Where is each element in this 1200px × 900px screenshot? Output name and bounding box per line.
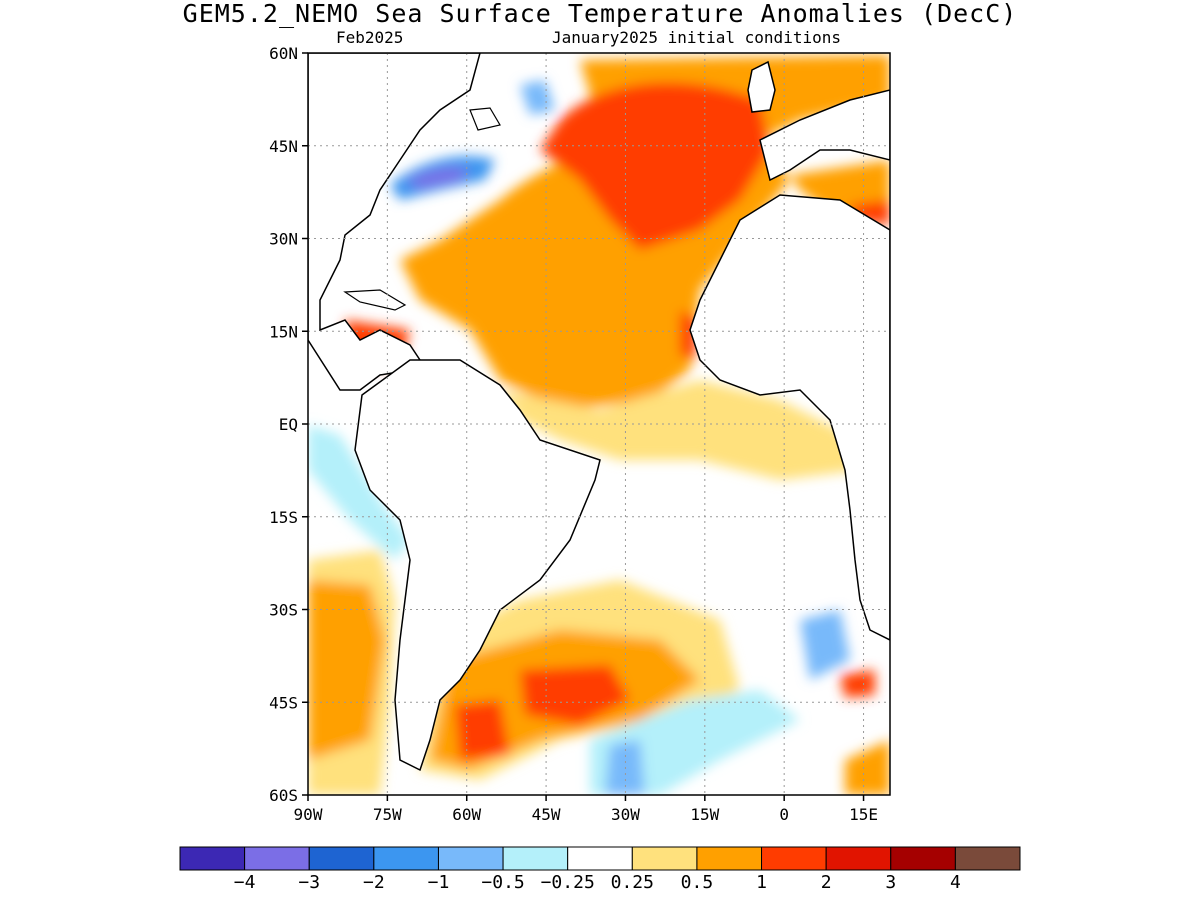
colorbar-swatch [244,846,310,871]
lat-tick-label: 15S [269,508,298,527]
colorbar-swatch [890,846,956,871]
colorbar-swatch [179,846,246,871]
anomaly-patch-cold-e-pacific [308,425,410,560]
anomaly-patch-s-atlantic-red [520,665,630,725]
anomaly-field [308,55,890,795]
colorbar-label: 0.25 [611,872,654,893]
colorbar-swatch [954,846,1021,871]
land-europe [759,89,890,182]
colorbar-label: −0.25 [541,872,595,893]
lon-tick-label: 60W [452,805,481,824]
anomaly-patch-se-pacific-orange [308,580,385,760]
longitude-tick-labels: 90W 75W 60W 45W 30W 15W 0 15E [294,795,878,824]
colorbar-swatch [761,846,827,871]
land-great-britain [747,60,776,113]
land-newfoundland [469,107,501,131]
colorbar [179,846,1021,871]
anomaly-patch-sw-orange [845,740,890,795]
anomaly-patch-tropics [500,380,860,480]
colorbar-label: 3 [885,872,896,893]
colorbar-label: −4 [234,872,256,893]
colorbar-swatch [696,846,763,871]
lat-tick-label: 45S [269,693,298,712]
land-cuba [343,289,407,311]
colorbar-swatch [502,846,569,871]
colorbar-swatch [373,846,439,871]
colorbar-swatch [437,846,504,871]
colorbar-swatch [631,846,698,871]
chart-title: GEM5.2_NEMO Sea Surface Temperature Anom… [182,0,1018,28]
colorbar-label: 4 [950,872,961,893]
lon-tick-label: 30W [611,805,640,824]
land-masses [308,53,890,772]
colorbar-label: 1 [756,872,767,893]
colorbar-label: 0.5 [681,872,714,893]
lon-tick-label: 75W [373,805,402,824]
land-africa [689,194,890,641]
lat-tick-label: 30S [269,601,298,620]
initial-conditions-label: January2025 initial conditions [552,28,841,47]
anomaly-patch-labrador-cold [520,80,555,115]
anomaly-patch-falklands-red [455,700,510,760]
latitude-tick-labels: 60N 45N 30N 15N EQ 15S 30S 45S 60S [269,44,308,805]
anomaly-patch-red-core [540,82,770,250]
colorbar-label: 2 [821,872,832,893]
anomaly-patch-agulhas-cold [800,610,850,680]
lon-tick-label: 0 [779,805,789,824]
lon-tick-label: 15E [849,805,878,824]
colorbar-label: −2 [363,872,385,893]
lat-tick-label: 30N [269,230,298,249]
colorbar-label: −0.5 [481,872,524,893]
lat-tick-label: 60S [269,786,298,805]
map-grid [308,53,890,795]
lon-tick-label: 90W [294,805,323,824]
anomaly-patch-gulfstream-core [405,167,470,188]
lat-tick-label: 15N [269,322,298,341]
lon-tick-label: 45W [532,805,561,824]
forecast-month-label: Feb2025 [336,28,404,47]
lon-tick-label: 15W [690,805,719,824]
colorbar-label: −3 [298,872,320,893]
colorbar-swatch [308,846,375,871]
colorbar-label: −1 [428,872,450,893]
lat-tick-label: EQ [279,415,298,434]
colorbar-swatch [567,846,633,871]
colorbar-swatch [825,846,892,871]
lat-tick-label: 45N [269,137,298,156]
anomaly-patch-agulhas-red [840,670,875,698]
lat-tick-label: 60N [269,44,298,63]
land-north-america [308,53,481,391]
land-south-america [354,359,601,772]
colorbar-labels: −4 −3 −2 −1 −0.5 −0.25 0.25 0.5 1 2 3 4 [234,872,961,893]
